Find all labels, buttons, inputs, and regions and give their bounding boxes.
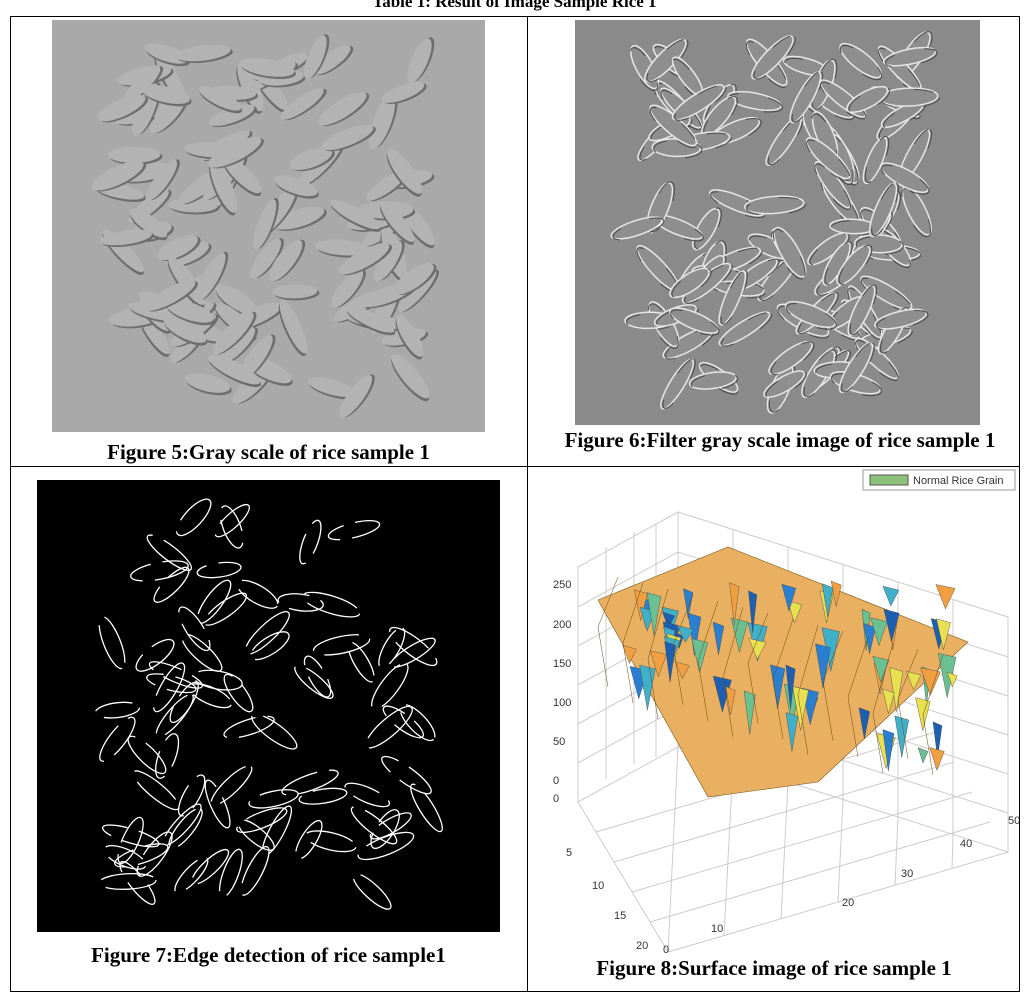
surface-facet (918, 748, 928, 763)
edge-image (37, 480, 500, 932)
y-tick-label: 10 (592, 880, 604, 892)
legend-label: Normal Rice Grain (913, 475, 1003, 487)
z-tick-label: 50 (553, 736, 565, 748)
table-title: Table 1: Result of Image Sample Rice 1 (0, 0, 1029, 12)
z-tick-label: 0 (553, 775, 559, 787)
x-tick-label: 40 (960, 838, 972, 850)
y-tick-label: 20 (636, 940, 648, 952)
surface-facet (916, 697, 931, 730)
x-tick-label: 30 (901, 868, 913, 880)
caption: Figure 8:Surface image of rice sample 1 (528, 956, 1020, 980)
surface-plot: Normal Rice Grain 2502001501005000510152… (528, 467, 1019, 957)
z-tick-label: 200 (553, 619, 571, 631)
x-tick-label: 50 (1008, 815, 1019, 827)
surface-facet (936, 584, 955, 609)
caption: Figure 7:Edge detection of rice sample1 (10, 943, 527, 967)
z-tick-label: 250 (553, 579, 571, 591)
y-tick-label: 0 (553, 793, 559, 805)
y-tick-label: 5 (566, 847, 572, 859)
surface-facet (883, 586, 899, 606)
x-tick-label: 10 (711, 923, 723, 935)
filtered-image (575, 20, 980, 425)
gray-image (52, 20, 485, 432)
z-tick-label: 150 (553, 658, 571, 670)
y-tick-label: 15 (614, 910, 626, 922)
legend-swatch (870, 475, 908, 485)
page: Table 1: Result of Image Sample Rice 1 F… (0, 0, 1029, 992)
x-tick-label: 20 (842, 897, 854, 909)
caption: Figure 6:Filter gray scale image of rice… (560, 428, 1000, 452)
caption: Figure 5:Gray scale of rice sample 1 (10, 440, 527, 464)
x-tick-label: 0 (663, 944, 669, 956)
z-tick-label: 100 (553, 697, 571, 709)
